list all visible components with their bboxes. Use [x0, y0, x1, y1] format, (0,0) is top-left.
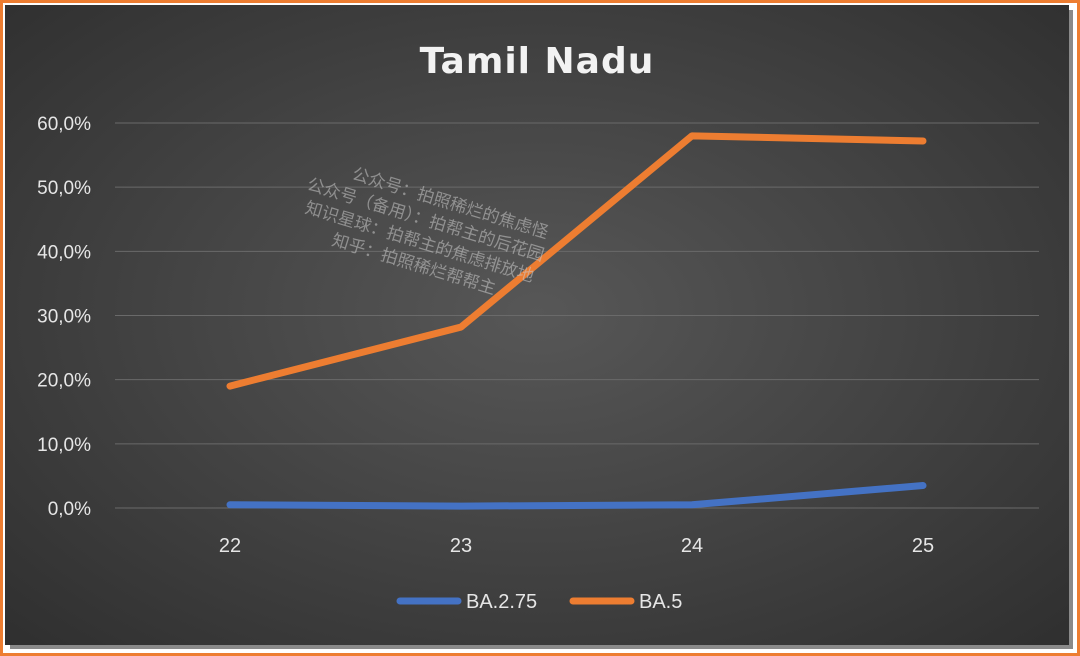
chart-title: Tamil Nadu — [420, 41, 655, 82]
y-tick-label: 20,0% — [37, 371, 91, 392]
chart-area: Tamil Nadu 0,0% 10,0% 20,0% 30,0% 40,0% 50,0%… — [5, 5, 1069, 645]
x-axis-ticks: 22 23 24 25 — [219, 535, 934, 557]
y-tick-label: 30,0% — [37, 307, 91, 328]
y-tick-label: 60,0% — [37, 114, 91, 135]
y-tick-label: 10,0% — [37, 435, 91, 456]
x-tick-label: 24 — [681, 535, 703, 557]
legend: BA.2.75 BA.5 — [396, 591, 682, 613]
frame-shadow — [10, 645, 1073, 649]
y-tick-label: 0,0% — [48, 499, 91, 520]
series-lines — [226, 132, 927, 510]
series-line-ba-2-75 — [226, 482, 927, 510]
x-tick-label: 23 — [450, 535, 472, 557]
legend-label: BA.5 — [639, 591, 682, 613]
legend-label: BA.2.75 — [466, 591, 537, 613]
x-tick-label: 25 — [912, 535, 934, 557]
y-tick-label: 50,0% — [37, 178, 91, 199]
frame-shadow — [1069, 10, 1073, 647]
series-line-ba-5 — [226, 132, 927, 390]
gridlines — [115, 122, 1039, 509]
x-tick-label: 22 — [219, 535, 241, 557]
line-chart: Tamil Nadu 0,0% 10,0% 20,0% 30,0% 40,0% 50,0%… — [37, 41, 1039, 613]
y-tick-label: 40,0% — [37, 242, 91, 263]
y-axis-ticks: 0,0% 10,0% 20,0% 30,0% 40,0% 50,0% 60,0% — [37, 114, 91, 520]
